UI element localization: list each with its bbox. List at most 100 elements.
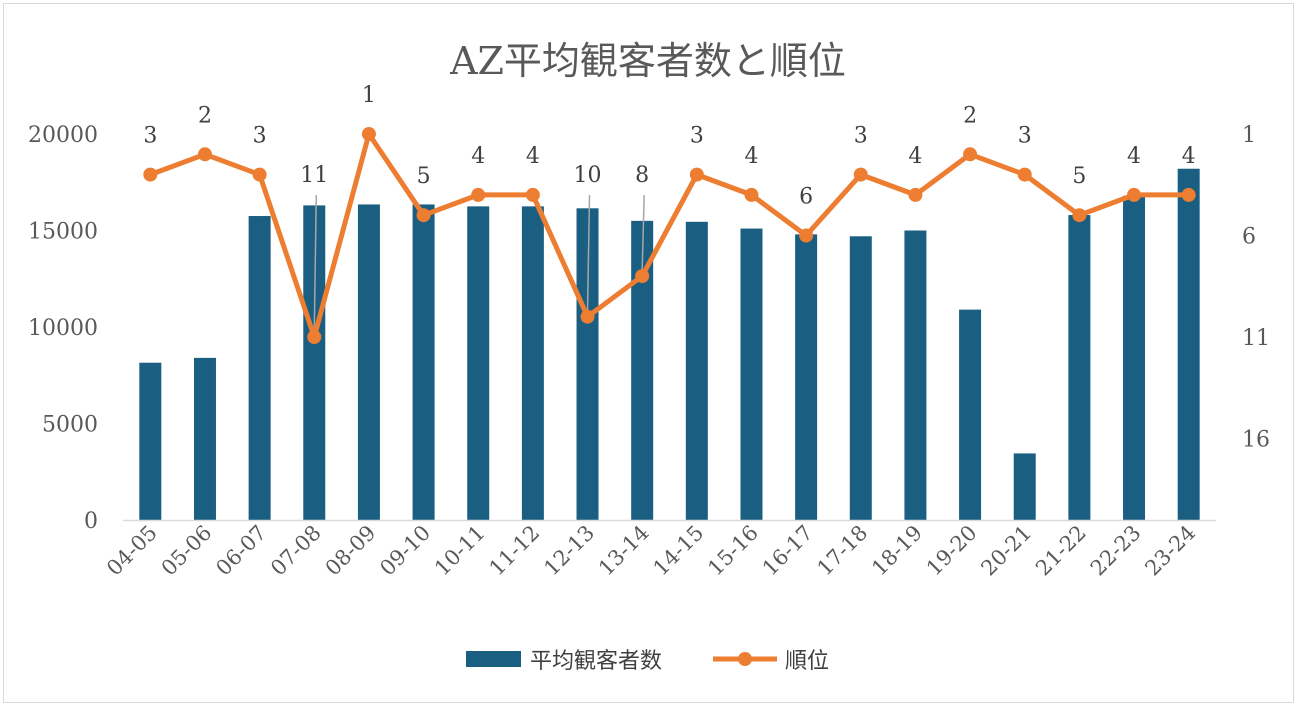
bar <box>193 357 216 520</box>
bar <box>1177 168 1200 521</box>
x-axis: 04-0505-0606-0707-0808-0909-1010-1111-12… <box>102 519 1216 581</box>
rank-point <box>1181 187 1196 202</box>
rank-data-label: 8 <box>635 163 649 188</box>
x-axis-tick: 08-09 <box>321 521 381 581</box>
bar <box>467 206 490 520</box>
bar-series <box>139 168 1200 521</box>
bar <box>1068 215 1091 520</box>
bar <box>576 208 599 520</box>
rank-data-label: 4 <box>1182 144 1196 169</box>
leader-line <box>641 194 645 271</box>
bar <box>795 234 818 521</box>
x-axis-tick: 16-17 <box>758 521 818 581</box>
legend-swatch-bar <box>466 651 521 667</box>
x-axis-tick: 07-08 <box>266 521 326 581</box>
legend-label-line: 順位 <box>785 649 829 674</box>
rank-data-label: 5 <box>417 164 431 189</box>
rank-data-label: 5 <box>1072 164 1086 189</box>
rank-line <box>149 131 1189 340</box>
x-axis-tick: 14-15 <box>649 521 709 581</box>
left-axis-tick: 0 <box>84 509 98 534</box>
bar <box>740 228 763 520</box>
rank-point <box>635 269 650 284</box>
rank-data-label: 3 <box>143 124 157 149</box>
rank-point <box>307 330 322 344</box>
rank-point <box>416 208 431 223</box>
x-axis-tick: 04-05 <box>102 521 162 581</box>
legend: 平均観客者数 順位 <box>466 649 829 674</box>
rank-point <box>1127 187 1142 202</box>
right-axis-tick: 6 <box>1242 225 1256 250</box>
rank-point <box>1017 167 1032 182</box>
x-axis-tick: 23-24 <box>1140 521 1200 581</box>
left-axis-tick: 10000 <box>28 316 98 341</box>
rank-point <box>1072 208 1087 223</box>
rank-point <box>908 187 923 202</box>
left-axis: 0 5000 10000 15000 20000 <box>28 123 98 534</box>
left-axis-tick: 15000 <box>28 220 98 245</box>
right-axis-tick: 16 <box>1242 428 1270 453</box>
left-axis-tick: 5000 <box>42 413 98 438</box>
bar <box>521 206 544 520</box>
right-axis-tick: 1 <box>1242 123 1256 148</box>
line-series <box>143 127 1196 344</box>
bar <box>412 204 435 520</box>
x-axis-tick: 18-19 <box>867 521 927 581</box>
rank-data-label: 11 <box>300 163 328 188</box>
x-axis-tick: 21-22 <box>1031 521 1091 581</box>
x-axis-tick: 17-18 <box>813 521 873 581</box>
bar <box>631 220 654 520</box>
rank-data-label: 6 <box>799 185 813 210</box>
x-axis-tick: 19-20 <box>922 521 982 581</box>
legend-label-bar: 平均観客者数 <box>530 649 662 674</box>
x-axis-tick: 10-11 <box>430 521 490 581</box>
rank-data-label: 4 <box>908 144 922 169</box>
rank-data-label: 1 <box>362 83 376 108</box>
x-axis-tick: 12-13 <box>539 521 599 581</box>
rank-point <box>143 167 158 182</box>
legend-swatch-marker <box>738 652 752 666</box>
rank-data-label: 4 <box>471 144 485 169</box>
chart-title: AZ平均観客者数と順位 <box>449 39 846 83</box>
bar <box>904 230 927 520</box>
rank-data-label: 3 <box>854 124 868 149</box>
x-axis-tick: 06-07 <box>211 521 271 581</box>
leader-line <box>313 194 318 332</box>
bar <box>849 236 872 521</box>
bar <box>959 309 982 520</box>
x-axis-tick: 22-23 <box>1086 521 1146 581</box>
bar <box>248 216 271 520</box>
rank-data-label: 3 <box>1018 124 1032 149</box>
rank-point <box>525 187 540 202</box>
rank-data-label: 10 <box>574 163 602 188</box>
right-axis-tick: 11 <box>1242 326 1270 351</box>
bar <box>1123 195 1146 520</box>
rank-point <box>799 228 814 243</box>
x-axis-tick: 05-06 <box>157 521 217 581</box>
rank-data-label: 3 <box>690 124 704 149</box>
x-axis-tick: 20-21 <box>976 521 1036 581</box>
bar <box>303 205 326 520</box>
x-axis-tick: 15-16 <box>703 521 763 581</box>
rank-data-label: 4 <box>744 144 758 169</box>
rank-data-label: 4 <box>526 144 540 169</box>
bar <box>357 204 380 520</box>
leader-lines <box>313 194 645 332</box>
bar <box>1013 453 1036 520</box>
bar <box>139 362 162 520</box>
rank-point <box>744 187 759 202</box>
rank-data-label: 4 <box>1127 144 1141 169</box>
left-axis-tick: 20000 <box>28 123 98 148</box>
rank-point <box>361 127 376 141</box>
x-axis-tick: 13-14 <box>594 521 654 581</box>
leader-line <box>586 194 591 311</box>
rank-point <box>580 309 595 324</box>
rank-data-label: 3 <box>253 124 267 149</box>
rank-point <box>252 167 267 182</box>
rank-point <box>963 147 978 162</box>
rank-data-label: 2 <box>963 103 977 128</box>
rank-point <box>197 147 212 162</box>
